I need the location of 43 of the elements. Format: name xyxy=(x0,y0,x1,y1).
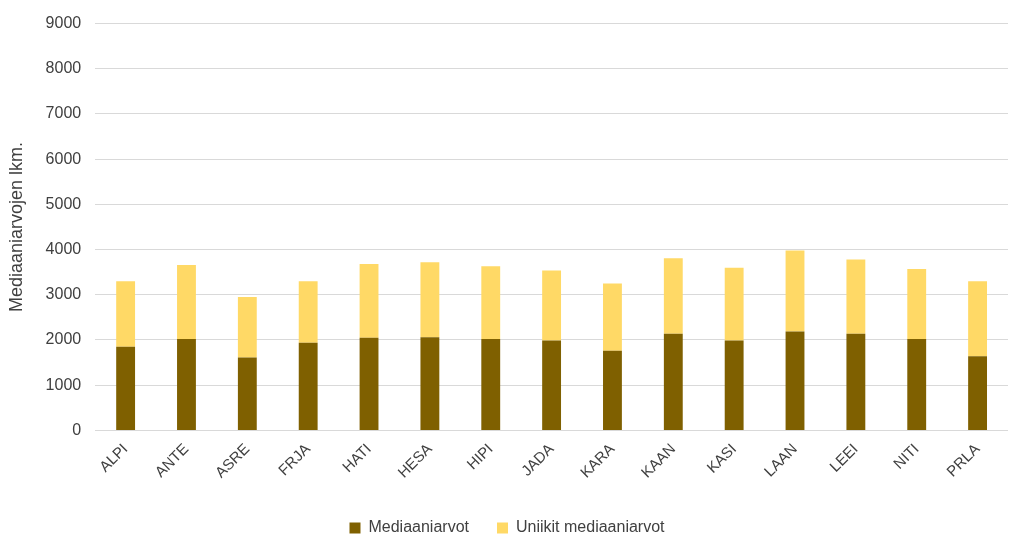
bar xyxy=(420,262,440,338)
bar xyxy=(481,339,501,430)
y-tick-label: 9000 xyxy=(45,14,82,32)
bar xyxy=(724,267,744,341)
bar xyxy=(907,269,927,340)
bar xyxy=(542,340,562,430)
bar xyxy=(298,281,318,343)
y-tick-label: 5000 xyxy=(45,194,82,212)
bar xyxy=(116,346,136,430)
y-tick-label: 3000 xyxy=(45,285,82,303)
bar xyxy=(359,264,379,338)
y-tick-label: 1000 xyxy=(45,375,82,393)
bar xyxy=(968,281,988,357)
legend-label: Mediaaniarvot xyxy=(368,518,470,536)
bar xyxy=(237,297,257,358)
y-tick-label: 6000 xyxy=(45,149,82,167)
bar xyxy=(724,340,744,430)
bar xyxy=(846,333,866,430)
legend-label: Uniikit mediaaniarvot xyxy=(516,518,666,536)
y-tick-label: 8000 xyxy=(45,59,82,77)
bar xyxy=(663,258,683,334)
bar xyxy=(542,270,562,341)
y-tick-label: 4000 xyxy=(45,240,82,257)
bar xyxy=(663,333,683,430)
bar xyxy=(603,283,622,351)
bar xyxy=(907,339,927,430)
bar xyxy=(116,281,136,347)
y-tick-label: 2000 xyxy=(45,330,82,348)
bar xyxy=(968,356,988,430)
y-tick-label: 0 xyxy=(72,420,82,438)
bar xyxy=(298,342,318,430)
bar xyxy=(177,264,196,340)
bar xyxy=(177,339,196,430)
bar xyxy=(420,337,440,430)
bar xyxy=(846,259,866,334)
y-axis-title: Mediaaniarvojen lkm. xyxy=(5,141,26,313)
bar xyxy=(785,331,805,430)
bar xyxy=(603,350,622,430)
bar xyxy=(237,357,257,430)
bar xyxy=(359,337,379,430)
bar xyxy=(785,250,805,332)
bar xyxy=(481,266,501,340)
y-tick-label: 7000 xyxy=(45,104,82,122)
